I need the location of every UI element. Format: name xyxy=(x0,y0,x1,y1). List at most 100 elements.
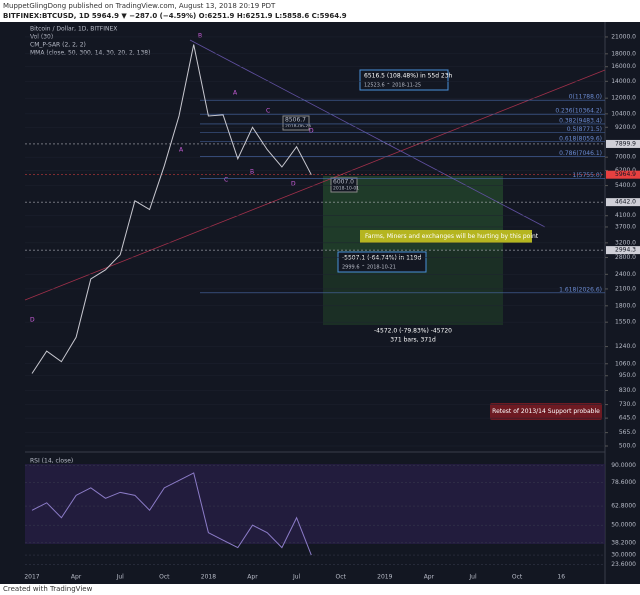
fib-label: 1(5755.0) xyxy=(573,172,603,179)
rsi-tick-label: 78.6000 xyxy=(611,479,636,486)
wave-label: D xyxy=(309,128,314,135)
x-tick-label: 16 xyxy=(557,574,565,581)
price-marker xyxy=(606,170,640,179)
wave-label: D xyxy=(291,181,296,188)
x-tick-label: Oct xyxy=(336,574,347,581)
y-tick-label: 1800.0 xyxy=(615,302,636,309)
rsi-tick-label: 90.0000 xyxy=(611,462,636,469)
price-marker-label: 4642.0 xyxy=(615,199,636,206)
note-text: Farms, Miners and exchanges will be hurt… xyxy=(365,233,539,240)
y-tick-label: 1550.0 xyxy=(615,319,636,326)
x-tick-label: 2019 xyxy=(377,574,392,581)
price-marker xyxy=(606,246,640,255)
y-tick-label: 2400.0 xyxy=(615,271,636,278)
fib-label: 0.5(8771.5) xyxy=(567,126,602,133)
price-marker xyxy=(606,198,640,207)
price-line xyxy=(31,44,312,374)
y-tick-label: 1060.0 xyxy=(615,360,636,367)
footer: Created with TradingView xyxy=(3,585,93,593)
point-text: 2018-06-25 xyxy=(285,124,311,130)
y-tick-label: 730.0 xyxy=(619,401,636,408)
x-tick-label: Apr xyxy=(424,574,435,581)
fib-label: 0.236(10364.2) xyxy=(555,108,602,115)
fib-label: 0.618(8059.6) xyxy=(559,135,602,142)
y-tick-label: 16000.0 xyxy=(611,63,636,70)
y-tick-label: 950.0 xyxy=(619,372,636,379)
legend-title: Bitcoin / Dollar, 1D, BITFINEX xyxy=(30,26,117,33)
rsi-band xyxy=(25,464,605,544)
y-tick-label: 12000.0 xyxy=(611,95,636,102)
range-text: 371 bars, 371d xyxy=(390,337,436,344)
y-tick-label: 18000.0 xyxy=(611,50,636,57)
note-text: Retest of 2013/14 Support probable xyxy=(492,408,600,415)
x-tick-label: Jul xyxy=(116,574,125,581)
price-marker-label: 2994.3 xyxy=(615,247,636,254)
y-tick-label: 3700.0 xyxy=(615,223,636,230)
rsi-tick-label: 38.2000 xyxy=(611,539,636,546)
measure-text: 12523.6 ⌃ 2018-11-25 xyxy=(364,83,421,89)
price-marker-label: 7899.9 xyxy=(615,140,636,147)
trend-line xyxy=(24,69,606,301)
x-tick-label: 2017 xyxy=(24,574,39,581)
rsi-tick-label: 62.8000 xyxy=(611,503,636,510)
y-tick-label: 7000.0 xyxy=(615,154,636,161)
rsi-line xyxy=(31,472,312,556)
x-tick-label: Jul xyxy=(292,574,301,581)
legend-line: CM_P-SAR (2, 2, 2) xyxy=(30,42,86,49)
measure-text: 6516.5 (108.48%) in 55d 23h xyxy=(364,73,453,80)
wave-label: C xyxy=(224,177,228,184)
y-tick-label: 5400.0 xyxy=(615,182,636,189)
y-tick-label: 9200.0 xyxy=(615,124,636,131)
point-text: 8506.7 xyxy=(285,117,306,124)
price-marker-label: 5964.9 xyxy=(615,171,636,178)
y-tick-label: 21000.0 xyxy=(611,33,636,40)
wave-label: C xyxy=(266,108,270,115)
x-tick-label: Oct xyxy=(512,574,523,581)
rsi-tick-label: 30.0000 xyxy=(611,552,636,559)
fib-label: 0.786(7046.1) xyxy=(559,150,602,157)
legend-line: MMA (close, 50, 300, 14, 30, 20, 2, 138) xyxy=(30,50,150,57)
rsi-tick-label: 50.0000 xyxy=(611,522,636,529)
y-tick-label: 2100.0 xyxy=(615,285,636,292)
wave-label: A xyxy=(179,147,184,154)
measure-box xyxy=(359,69,449,91)
y-tick-label: 6200.0 xyxy=(615,167,636,174)
x-tick-label: Jul xyxy=(468,574,477,581)
point-text: 6007.0 xyxy=(333,179,354,186)
fib-label: 1.618(2026.6) xyxy=(559,286,602,293)
author: MuppetGlingDong published on TradingView… xyxy=(3,2,276,10)
symbol-line: BITFINEX:BTCUSD, 1D 5964.9 ▼ −287.0 (−4.… xyxy=(3,12,347,20)
measure-text: -5507.1 (-64.74%) in 119d xyxy=(342,255,422,262)
y-tick-label: 645.0 xyxy=(619,415,636,422)
y-tick-label: 830.0 xyxy=(619,387,636,394)
wave-label: B xyxy=(250,169,254,176)
fib-label: 0(11788.0) xyxy=(569,94,602,101)
wave-label: D xyxy=(30,317,35,324)
wave-label: A xyxy=(233,90,238,97)
y-tick-label: 4100.0 xyxy=(615,212,636,219)
point-text: 2018-10-01 xyxy=(333,186,359,192)
point-box xyxy=(282,115,310,131)
x-tick-label: Apr xyxy=(247,574,258,581)
range-text: -4572.0 (-79.83%) -45720 xyxy=(374,328,452,335)
x-tick-label: Oct xyxy=(159,574,170,581)
y-tick-label: 14000.0 xyxy=(611,78,636,85)
rsi-tick-label: 23.6000 xyxy=(611,561,636,568)
wave-label: B xyxy=(198,33,202,40)
price-marker xyxy=(606,139,640,148)
y-tick-label: 565.0 xyxy=(619,429,636,436)
x-tick-label: Apr xyxy=(71,574,82,581)
note-box xyxy=(360,230,532,243)
y-tick-label: 500.0 xyxy=(619,442,636,449)
measure-text: 2999.6 ⌃ 2018-10-21 xyxy=(342,265,396,271)
measure-box xyxy=(337,251,427,273)
y-tick-label: 1240.0 xyxy=(615,343,636,350)
fib-label: 0.382(9483.4) xyxy=(559,117,602,124)
trend-line xyxy=(189,39,546,228)
note-box xyxy=(490,403,602,420)
point-box xyxy=(330,177,358,193)
rsi-title: RSI (14, close) xyxy=(30,458,73,465)
y-tick-label: 10400.0 xyxy=(611,110,636,117)
x-tick-label: 2018 xyxy=(201,574,216,581)
